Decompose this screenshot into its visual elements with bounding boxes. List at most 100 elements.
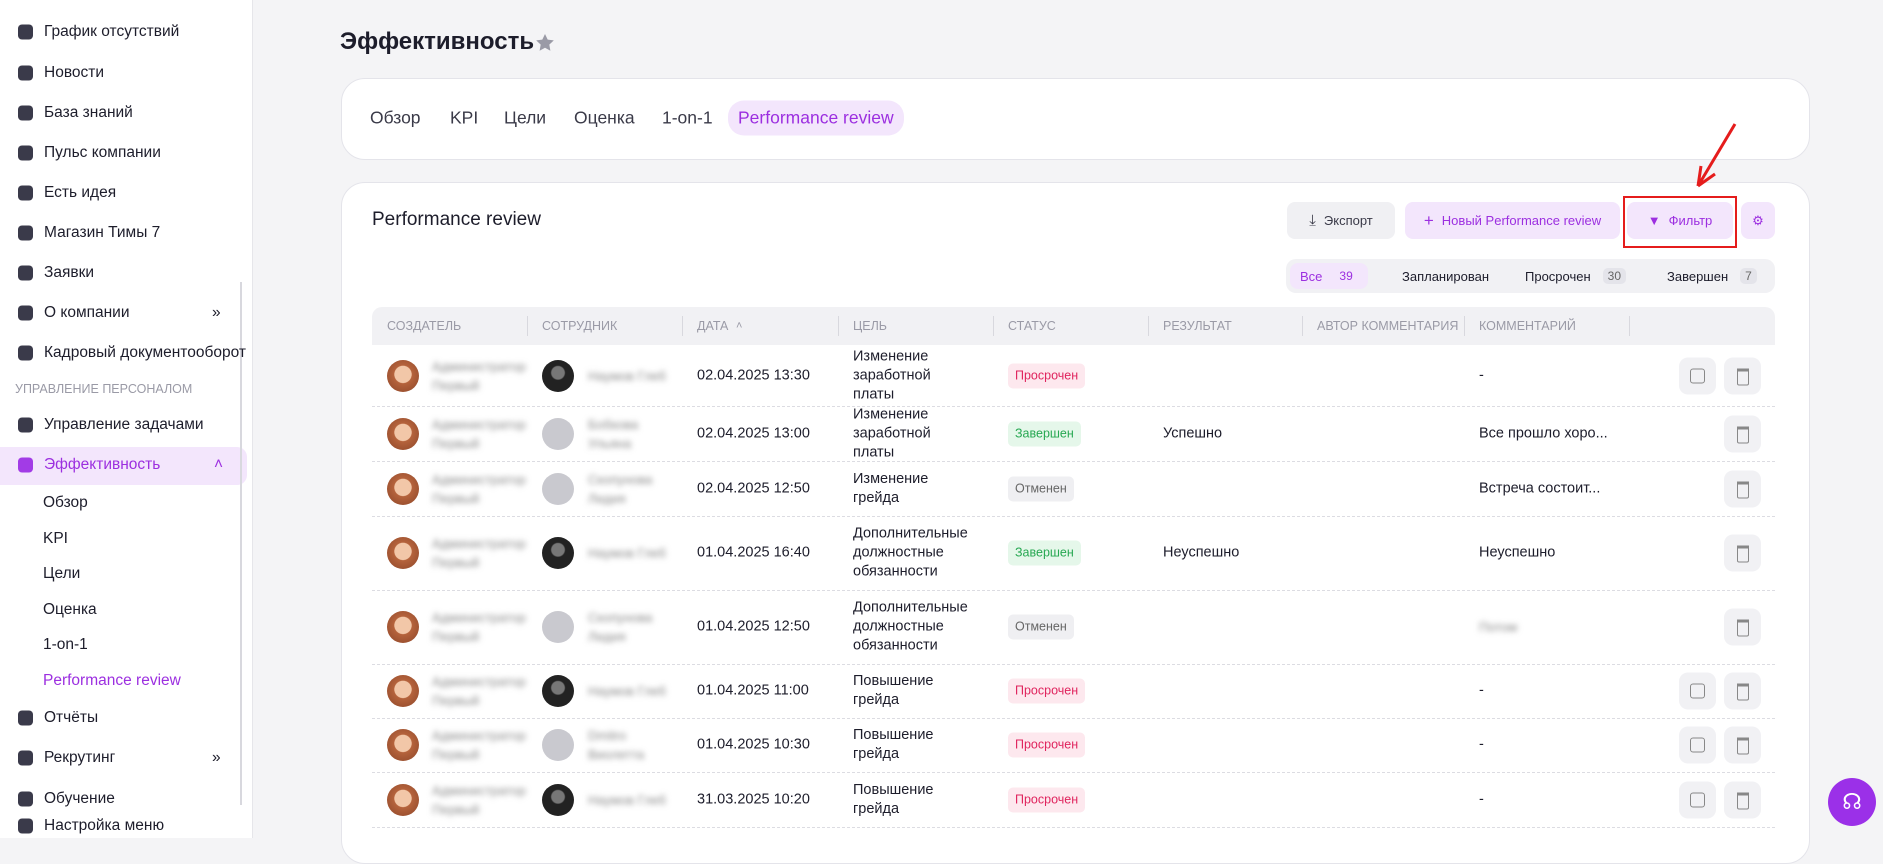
menu-item[interactable]: Заявки [44,264,95,281]
row-divider [372,718,1775,719]
submenu-item[interactable]: Performance review [43,672,181,689]
filter-button[interactable]: ▼ Фильтр [1627,202,1733,239]
menu-item[interactable]: График отсутствий [44,23,180,40]
column-divider [1629,316,1630,336]
delete-button[interactable] [1724,357,1761,395]
tab[interactable]: Performance review [728,100,904,136]
goal: Повышение грейда [853,727,934,762]
filter-label: Запланирован [1402,268,1490,284]
active-item-bg [0,447,247,485]
menu-icon [18,185,33,201]
menu-section: УПРАВЛЕНИЕ ПЕРСОНАЛОМ [15,382,193,396]
panel-title: Performance review [372,209,541,230]
submenu-item[interactable]: 1-on-1 [43,636,88,653]
employee-avatar [542,783,574,816]
menu-item[interactable]: Управление задачами [44,416,204,433]
comment: Неуспешно [1479,544,1556,561]
edit-button[interactable] [1679,726,1716,764]
filter-label: Просрочен [1525,268,1591,284]
menu-icon [18,345,33,361]
edit-button[interactable] [1679,781,1716,818]
sort-icon: ˄ [736,320,743,332]
menu-icon [18,417,33,433]
tab[interactable]: Цели [504,107,547,128]
employee-name: Наумов Глеб [588,683,666,699]
comment: Все прошло хоро... [1479,425,1608,441]
creator-avatar [387,675,419,707]
help-button[interactable]: ☊ [1828,778,1876,826]
menu-icon [18,145,33,161]
table-header [372,307,1775,345]
menu-item[interactable]: Кадровый документооборот [44,344,246,361]
menu-icon [18,265,33,281]
menu-item[interactable]: Обучение [44,790,115,807]
menu-item[interactable]: Настройка меню [44,817,165,834]
employee-name: Скопунова Лидия [588,471,653,506]
row-divider [372,664,1775,665]
menu-item[interactable]: База знаний [44,104,133,121]
filter-tab[interactable]: Запланирован [1392,263,1499,289]
date: 02.04.2025 12:50 [697,480,810,496]
expand-chevron: » [212,749,221,766]
creator-avatar [387,472,419,505]
menu-icon [18,750,33,766]
delete-button[interactable] [1724,534,1761,572]
delete-button[interactable] [1724,415,1761,452]
menu-item[interactable]: Эффективность [44,456,161,473]
menu-item[interactable]: О компании [44,304,130,321]
filter-tab[interactable]: Все 39 [1290,263,1368,289]
employee-avatar [542,537,574,569]
submenu-item[interactable]: Цели [43,565,81,582]
tab[interactable]: 1-on-1 [662,107,713,128]
delete-button[interactable] [1724,781,1761,818]
favorite-star[interactable] [535,33,555,53]
new-button[interactable]: + Новый Performance review [1405,202,1620,239]
column-divider [838,316,839,336]
menu-icon [18,225,33,241]
column-header[interactable]: ДАТА [697,319,729,333]
menu-item[interactable]: Отчёты [44,709,99,726]
edit-button[interactable] [1679,672,1716,710]
submenu-item[interactable]: Обзор [43,494,88,511]
creator-avatar [387,537,419,569]
row-divider [372,827,1775,828]
new-label: Новый Performance review [1441,213,1602,228]
status-badge: Завершен [1008,421,1081,446]
row-divider [372,461,1775,462]
employee-avatar [542,729,574,761]
row-divider [372,516,1775,517]
creator-avatar [387,783,419,816]
submenu-item[interactable]: KPI [43,530,68,547]
menu-item[interactable]: Рекрутинг [44,749,116,766]
employee-name: Скопунова Лидия [588,610,653,644]
tab[interactable]: Обзор [370,107,421,128]
settings-button[interactable]: ⚙ [1741,202,1775,239]
edit-button[interactable] [1679,357,1716,395]
export-button[interactable]: ⤓ Экспорт [1287,202,1395,239]
filter-tab[interactable]: Просрочен 30 [1515,263,1636,289]
creator-avatar [387,729,419,761]
comment: Встреча состоит... [1479,480,1601,496]
tab[interactable]: KPI [450,107,479,128]
creator-name: Администратор Первый [432,782,526,817]
menu-item[interactable]: Новости [44,64,105,81]
delete-button[interactable] [1724,608,1761,646]
delete-button[interactable] [1724,672,1761,710]
row-divider [372,772,1775,773]
creator-name: Администратор Первый [432,728,526,762]
employee-avatar [542,675,574,707]
tab[interactable]: Оценка [574,107,635,128]
filter-tab[interactable]: Завершен 7 [1657,263,1767,289]
submenu-item[interactable]: Оценка [43,601,97,618]
creator-avatar [387,611,419,643]
filter-label: Все [1300,268,1323,284]
annotation-arrow [1696,123,1737,188]
menu-item[interactable]: Магазин Тимы 7 [44,224,161,241]
date: 01.04.2025 10:30 [697,736,810,753]
column-divider [1464,316,1465,336]
delete-button[interactable] [1724,470,1761,507]
delete-button[interactable] [1724,726,1761,764]
menu-icon [18,24,33,40]
menu-item[interactable]: Есть идея [44,184,117,201]
menu-item[interactable]: Пульс компании [44,144,161,161]
